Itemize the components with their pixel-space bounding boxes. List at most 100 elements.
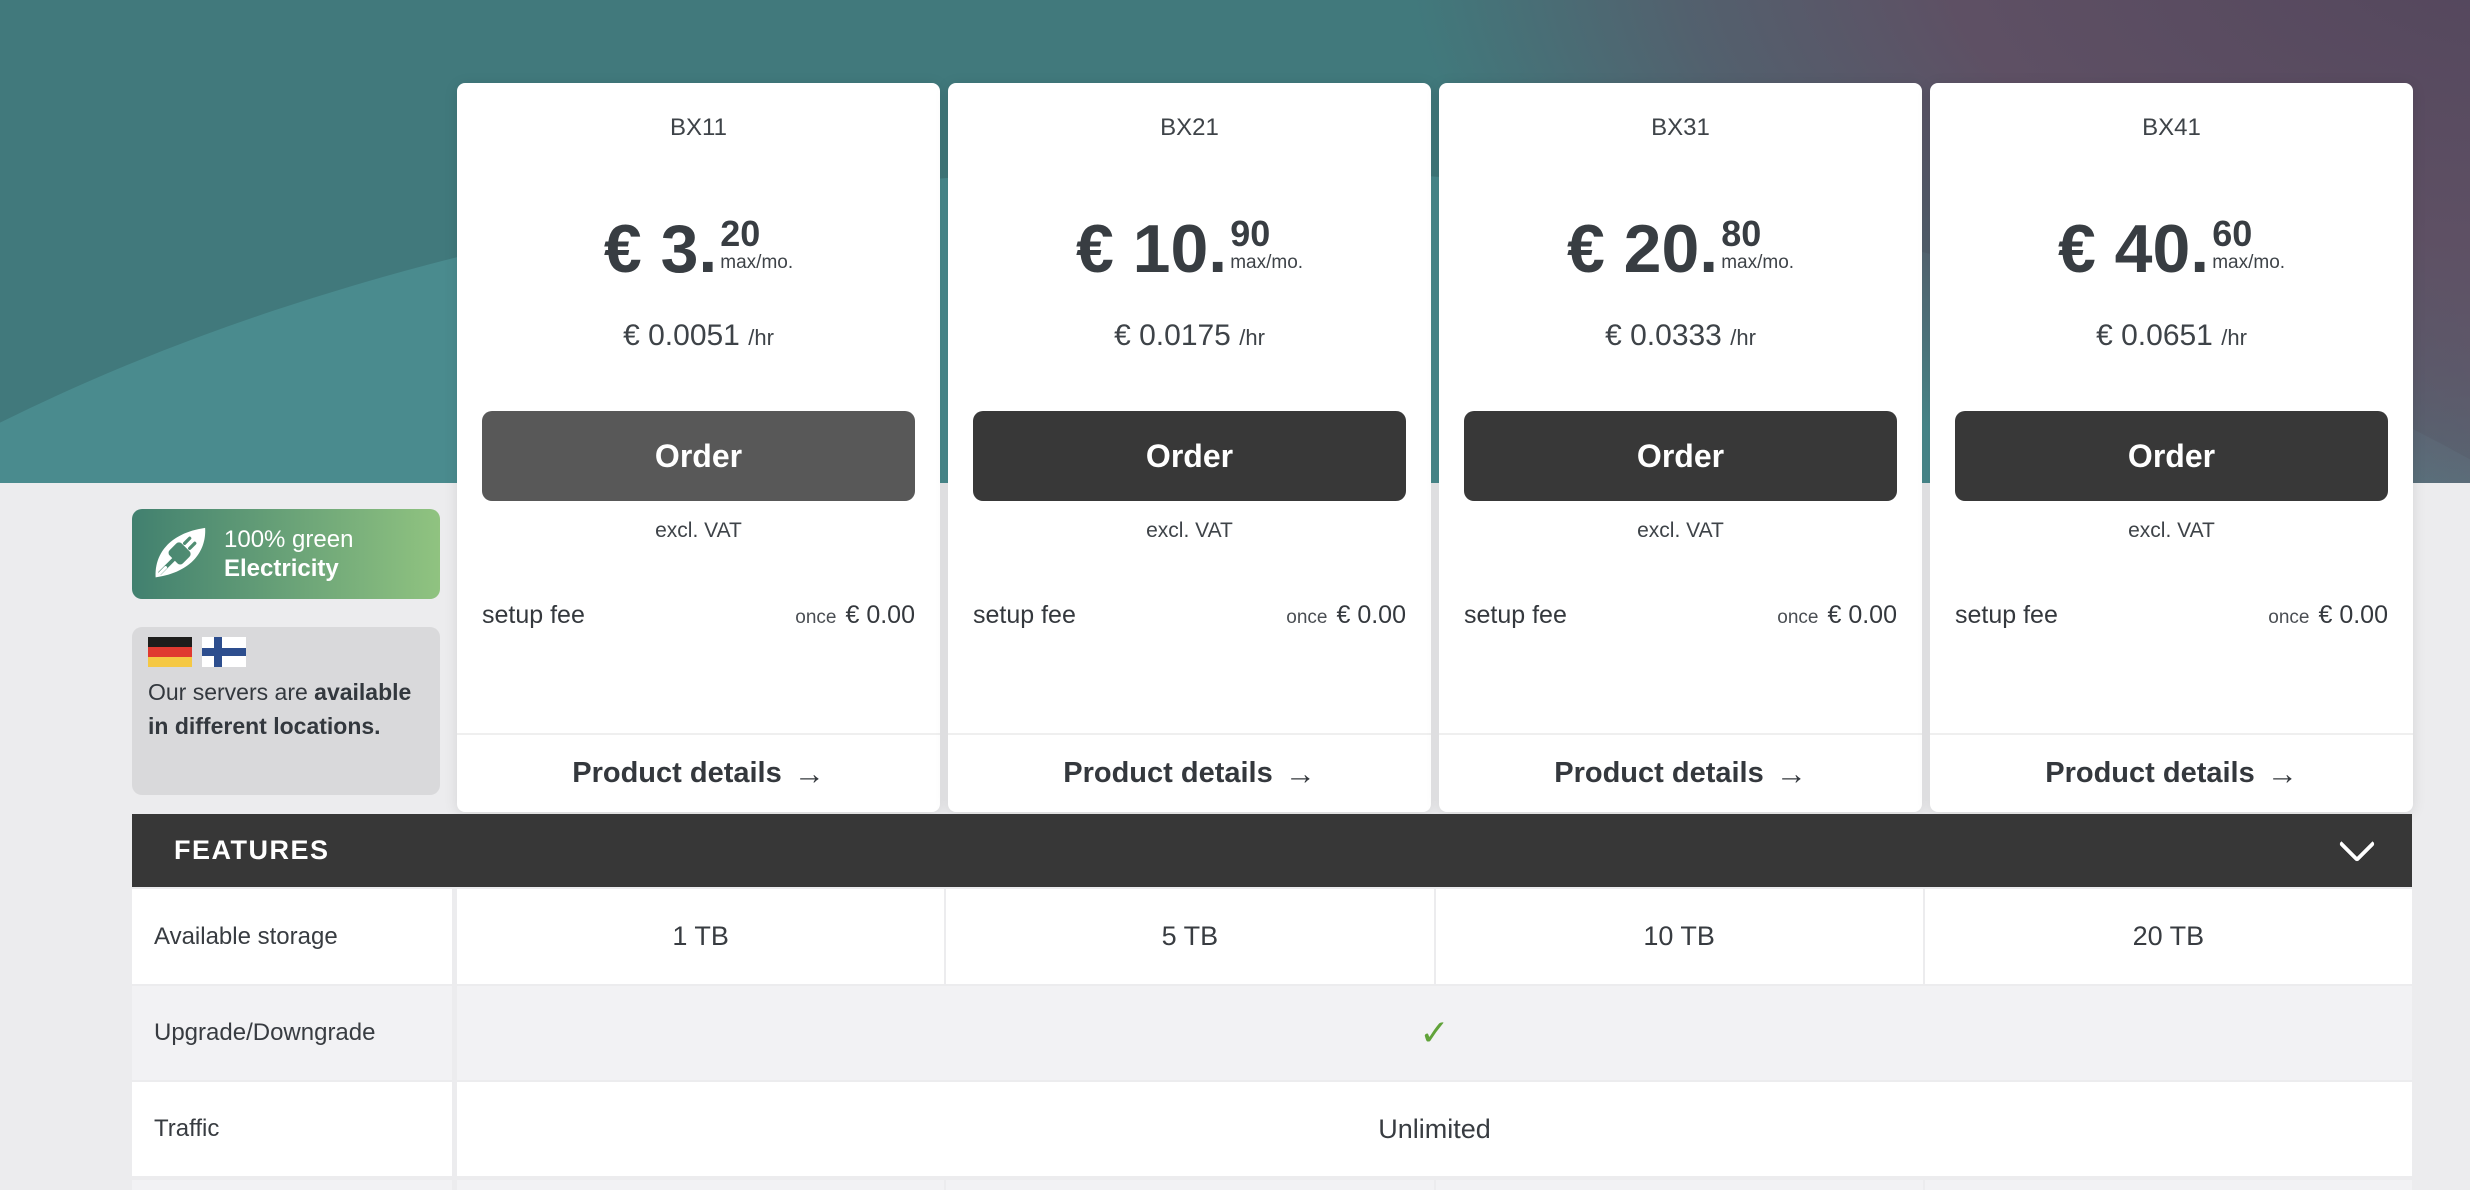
setup-fee-once: once: [1286, 607, 1328, 628]
chevron-down-icon[interactable]: [2338, 825, 2376, 862]
finland-flag-icon: [202, 637, 246, 667]
storage-value-bx31: 10 TB: [1435, 889, 1923, 984]
product-details-link[interactable]: Product details →: [1930, 735, 2413, 812]
card-divider: [1439, 733, 1922, 735]
row-values: 1 TB 5 TB 10 TB 20 TB: [457, 889, 2412, 984]
card-divider: [948, 733, 1431, 735]
price-period: max/mo.: [2212, 252, 2286, 273]
card-divider: [457, 733, 940, 735]
partial-cell: [1435, 1180, 1923, 1190]
check-icon: ✓: [1419, 1012, 1450, 1053]
setup-fee-label: setup fee: [1955, 601, 2058, 629]
plan-price: € 40. 60 max/mo.: [1930, 213, 2413, 285]
setup-fee-row: setup fee once € 0.00: [1955, 601, 2388, 630]
price-cents: 90: [1230, 213, 1271, 254]
table-row-partial: [132, 1180, 2412, 1190]
traffic-value: Unlimited: [457, 1082, 2412, 1176]
hourly-unit: /hr: [1239, 325, 1265, 350]
location-note-text: Our servers are available in different l…: [148, 675, 424, 743]
plan-card-bx31: BX31 € 20. 80 max/mo. € 0.0333 /hr Order e…: [1439, 83, 1922, 812]
price-main: € 40.: [2057, 211, 2210, 287]
price-main: € 3.: [603, 211, 718, 287]
arrow-right-icon: →: [2266, 755, 2298, 791]
features-header-bar[interactable]: FEATURES: [132, 814, 2412, 887]
hourly-value: € 0.0651: [2096, 319, 2213, 352]
setup-fee-once: once: [795, 607, 837, 628]
plan-name: BX41: [2142, 114, 2201, 141]
product-details-label: Product details: [1554, 757, 1764, 789]
hourly-value: € 0.0051: [623, 319, 740, 352]
product-details-link[interactable]: Product details →: [948, 735, 1431, 812]
partial-cell: [1924, 1180, 2412, 1190]
setup-fee-row: setup fee once € 0.00: [482, 601, 915, 630]
location-flags: [148, 637, 424, 667]
green-electricity-badge: 100% green Electricity: [132, 509, 440, 599]
row-label: Available storage: [132, 889, 452, 984]
plan-card-bx11: BX11 € 3. 20 max/mo. € 0.0051 /hr Order ex…: [457, 83, 940, 812]
hourly-value: € 0.0333: [1605, 319, 1722, 352]
setup-fee-once: once: [2268, 607, 2310, 628]
order-button[interactable]: Order: [482, 411, 915, 501]
arrow-right-icon: →: [1775, 755, 1807, 791]
order-button[interactable]: Order: [973, 411, 1406, 501]
setup-fee-row: setup fee once € 0.00: [1464, 601, 1897, 630]
location-note-bold: available in different locations.: [148, 679, 412, 739]
setup-fee-label: setup fee: [1464, 601, 1567, 629]
setup-fee-value: € 0.00: [1336, 601, 1406, 629]
table-row-available-storage: Available storage 1 TB 5 TB 10 TB 20 TB: [132, 889, 2412, 984]
card-divider: [1930, 733, 2413, 735]
product-details-label: Product details: [2045, 757, 2255, 789]
features-title: FEATURES: [174, 835, 330, 865]
price-cents: 20: [720, 213, 761, 254]
hourly-unit: /hr: [1730, 325, 1756, 350]
partial-cell: [457, 1180, 945, 1190]
plan-price: € 3. 20 max/mo.: [457, 213, 940, 285]
plan-price: € 10. 90 max/mo.: [948, 213, 1431, 285]
plan-name: BX11: [670, 114, 727, 141]
server-locations-box: Our servers are available in different l…: [132, 627, 440, 795]
price-period: max/mo.: [1230, 252, 1304, 273]
row-label: [132, 1180, 452, 1190]
hourly-unit: /hr: [2221, 325, 2247, 350]
plan-price: € 20. 80 max/mo.: [1439, 213, 1922, 285]
plan-hourly-price: € 0.0333 /hr: [1439, 318, 1922, 356]
price-period: max/mo.: [1721, 252, 1795, 273]
storage-value-bx11: 1 TB: [457, 889, 945, 984]
setup-fee-value: € 0.00: [845, 601, 915, 629]
row-values: [457, 1180, 2412, 1190]
storage-value-bx21: 5 TB: [946, 889, 1434, 984]
upgrade-downgrade-value: ✓: [457, 986, 2412, 1080]
order-button[interactable]: Order: [1955, 411, 2388, 501]
plan-card-bx41: BX41 € 40. 60 max/mo. € 0.0651 /hr Order e…: [1930, 83, 2413, 812]
green-badge-line1: 100% green: [224, 526, 354, 553]
green-badge-line2: Electricity: [224, 555, 339, 582]
plan-hourly-price: € 0.0651 /hr: [1930, 318, 2413, 356]
setup-fee-value: € 0.00: [2318, 601, 2388, 629]
plan-cards-row: BX11 € 3. 20 max/mo. € 0.0051 /hr Order ex…: [457, 83, 2413, 812]
hourly-unit: /hr: [748, 325, 774, 350]
setup-fee-value: € 0.00: [1827, 601, 1897, 629]
price-main: € 10.: [1075, 211, 1228, 287]
plan-name: BX31: [1651, 114, 1710, 141]
storage-value-bx41: 20 TB: [1924, 889, 2412, 984]
product-details-label: Product details: [572, 757, 782, 789]
arrow-right-icon: →: [793, 755, 825, 791]
table-row-traffic: Traffic Unlimited: [132, 1082, 2412, 1176]
setup-fee-label: setup fee: [973, 601, 1076, 629]
vat-note: excl. VAT: [2128, 519, 2215, 542]
product-details-link[interactable]: Product details →: [1439, 735, 1922, 812]
plan-hourly-price: € 0.0051 /hr: [457, 318, 940, 356]
vat-note: excl. VAT: [655, 519, 742, 542]
plan-name: BX21: [1160, 114, 1219, 141]
setup-fee-row: setup fee once € 0.00: [973, 601, 1406, 630]
arrow-right-icon: →: [1284, 755, 1316, 791]
order-button[interactable]: Order: [1464, 411, 1897, 501]
setup-fee-once: once: [1777, 607, 1819, 628]
germany-flag-icon: [148, 637, 192, 667]
product-details-link[interactable]: Product details →: [457, 735, 940, 812]
green-badge-text: 100% green Electricity: [224, 525, 353, 583]
plan-card-bx21: BX21 € 10. 90 max/mo. € 0.0175 /hr Order e…: [948, 83, 1431, 812]
hourly-value: € 0.0175: [1114, 319, 1231, 352]
price-cents: 80: [1721, 213, 1762, 254]
